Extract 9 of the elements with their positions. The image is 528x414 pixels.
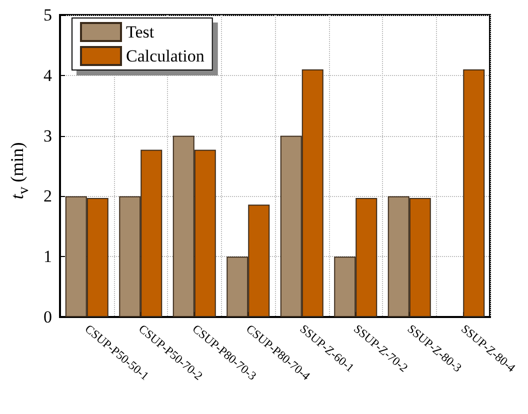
y-tick-label: 1 [44, 247, 52, 266]
y-tick-label: 5 [44, 6, 52, 24]
legend-label: Calculation [126, 46, 205, 66]
bar [463, 69, 485, 317]
y-tick-label: 3 [44, 126, 52, 146]
y-tick-label: 2 [44, 186, 52, 206]
legend-label: Test [126, 22, 154, 42]
y-tick-label: 0 [44, 308, 52, 326]
y-tick-label: 4 [44, 66, 52, 85]
